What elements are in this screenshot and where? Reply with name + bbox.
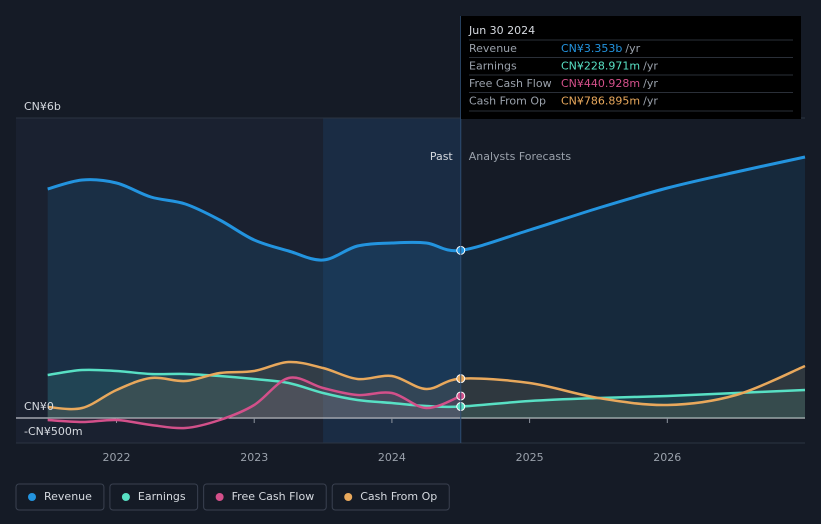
- tooltip-value: CN¥786.895m: [561, 95, 640, 108]
- background: [16, 118, 805, 443]
- legend-dot[interactable]: [344, 493, 353, 501]
- tooltip-value: CN¥228.971m: [561, 60, 640, 73]
- legend-box[interactable]: [15, 483, 105, 511]
- tooltip-value-line: CN¥440.928m/yr: [561, 77, 658, 90]
- series-line: [47, 155, 806, 262]
- tooltip-box: [461, 16, 801, 119]
- tooltip-label: Cash From Op: [469, 95, 546, 108]
- legend-label[interactable]: Cash From Op: [360, 490, 437, 503]
- forecast-label: Analysts Forecasts: [469, 150, 572, 163]
- x-tick-label: 2024: [378, 451, 406, 464]
- tooltip-label: Earnings: [469, 60, 517, 73]
- tooltip: Jun 30 2024 Revenue CN¥3.353b/yr Earnings CN…: [461, 16, 801, 119]
- labels: CN¥6b CN¥0 -CN¥500m 2022 2023 2024 2025 2026 Pas…: [24, 100, 681, 464]
- legend-dot[interactable]: [215, 493, 224, 501]
- past-label: Past: [430, 150, 454, 163]
- legend-item[interactable]: Earnings: [109, 483, 199, 511]
- series-area: [47, 369, 805, 418]
- x-tick-label: 2026: [653, 451, 681, 464]
- legend-item[interactable]: Cash From Op: [331, 483, 450, 511]
- tooltip-label: Free Cash Flow: [469, 77, 552, 90]
- tooltip-value: CN¥3.353b: [561, 42, 622, 55]
- legend-label[interactable]: Free Cash Flow: [232, 490, 315, 503]
- tooltip-label: Revenue: [469, 42, 517, 55]
- recent-highlight: [323, 118, 461, 443]
- series-area: [47, 157, 805, 418]
- x-tick-label: 2023: [240, 451, 268, 464]
- legend-box[interactable]: [331, 483, 450, 511]
- legend-label[interactable]: Earnings: [138, 490, 186, 503]
- legend-item[interactable]: Free Cash Flow: [203, 483, 327, 511]
- series-area: [47, 377, 461, 429]
- tooltip-unit: /yr: [625, 42, 640, 55]
- y-tick-label: CN¥6b: [24, 100, 61, 113]
- lines: [47, 16, 806, 443]
- tooltip-title: Jun 30 2024: [468, 24, 535, 37]
- x-tick-label: 2025: [516, 451, 544, 464]
- tooltip-value-line: CN¥786.895m/yr: [561, 95, 658, 108]
- series-line: [47, 376, 462, 430]
- legend-item[interactable]: Revenue: [15, 483, 105, 511]
- legend: Revenue Earnings Free Cash Flow Cash From O…: [15, 483, 450, 511]
- legend-label[interactable]: Revenue: [44, 490, 92, 503]
- series-line: [47, 360, 806, 411]
- y-tick-label: -CN¥500m: [24, 425, 83, 438]
- series-line: [47, 368, 806, 409]
- legend-box[interactable]: [203, 483, 327, 511]
- tooltip-unit: /yr: [643, 60, 658, 73]
- y-tick-label: CN¥0: [24, 400, 54, 413]
- tooltip-value-line: CN¥3.353b/yr: [561, 42, 641, 55]
- tooltip-value-line: CN¥228.971m/yr: [561, 60, 658, 73]
- legend-box[interactable]: [109, 483, 199, 511]
- tooltip-value: CN¥440.928m: [561, 77, 640, 90]
- tooltip-unit: /yr: [643, 77, 658, 90]
- x-tick-label: 2022: [103, 451, 131, 464]
- legend-dot[interactable]: [28, 493, 36, 501]
- tooltip-unit: /yr: [643, 95, 658, 108]
- legend-dot[interactable]: [121, 493, 130, 501]
